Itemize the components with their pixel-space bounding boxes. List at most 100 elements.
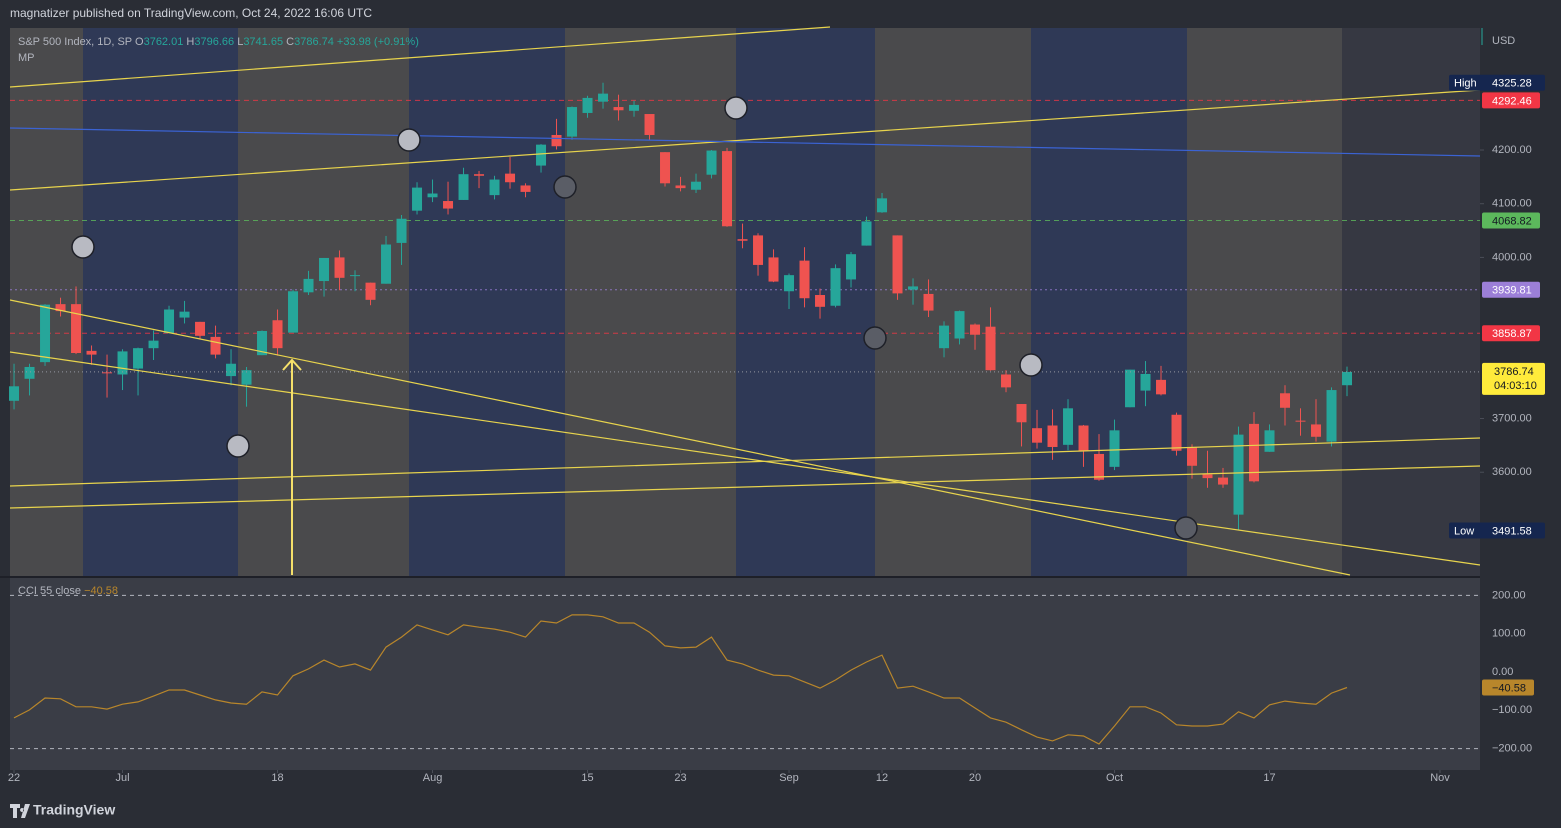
candle-body	[133, 348, 144, 369]
candle-body	[970, 324, 981, 335]
x-tick-label: 12	[876, 772, 888, 784]
ohlc-key: H	[186, 36, 194, 48]
candle-body	[303, 278, 314, 293]
period-band	[1187, 28, 1342, 576]
logo	[10, 804, 30, 818]
indicator-tick-label: −200.00	[1492, 742, 1532, 754]
x-tick-label: Aug	[423, 772, 443, 784]
change: +33.98 (+0.91%)	[337, 36, 419, 48]
indicator-tick-label: 100.00	[1492, 628, 1526, 640]
extreme-label-name: Low	[1454, 525, 1474, 537]
candle-body	[1140, 373, 1151, 391]
marker	[397, 128, 421, 152]
indicator-pane-bg	[10, 578, 1480, 770]
brand: TradingView	[33, 802, 115, 818]
candle-body	[536, 144, 547, 166]
marker	[863, 326, 887, 350]
candle-body	[288, 291, 299, 333]
marker	[553, 175, 577, 199]
trend-line	[9, 89, 1481, 191]
candle-body	[257, 330, 268, 356]
ohlc-value: 3762.01	[144, 36, 184, 48]
price-label: 3858.87	[1492, 328, 1532, 340]
ohlc-key: O	[135, 36, 144, 48]
candle-body	[923, 293, 934, 311]
ohlc-value: 3796.66	[194, 36, 234, 48]
indicator-line	[13, 614, 1348, 745]
candle-body	[117, 351, 128, 375]
candle-body	[458, 174, 469, 200]
indicator-tick-label: 200.00	[1492, 589, 1526, 601]
x-tick-label: 17	[1263, 772, 1275, 784]
x-tick-label: Jul	[115, 772, 129, 784]
candle-body	[737, 239, 748, 241]
extreme-label-value: 4325.28	[1492, 78, 1532, 90]
symbol: S&P 500 Index, 1D, SP	[18, 36, 132, 48]
candle-body	[1326, 390, 1337, 442]
candle-body	[24, 366, 35, 379]
candle-body	[396, 218, 407, 243]
trend-line	[9, 437, 1481, 487]
candle-body	[241, 370, 252, 385]
price-label: 3939.81	[1492, 285, 1532, 297]
extreme-label-bg	[1449, 74, 1545, 91]
ohlc-value: 3741.65	[243, 36, 283, 48]
marker	[71, 235, 95, 259]
candle-body	[753, 235, 764, 265]
footer: TradingView	[10, 802, 115, 818]
candle-body	[892, 235, 903, 294]
price-label-bg	[1482, 281, 1540, 298]
cycle-markers	[71, 96, 1198, 540]
candle-body	[675, 185, 686, 189]
candle-body	[722, 151, 733, 227]
period-band	[409, 28, 565, 576]
countdown: 04:03:10	[1494, 380, 1537, 392]
period-band	[1031, 28, 1187, 576]
y-tick-label: 4000.00	[1492, 251, 1532, 263]
candle-body	[489, 179, 500, 196]
extreme-label-bg	[1449, 522, 1545, 539]
x-tick-label: 18	[271, 772, 283, 784]
price-label-bg	[1482, 212, 1540, 229]
candle-body	[443, 201, 454, 209]
extreme-label-value: 3491.58	[1492, 525, 1532, 537]
candle-body	[1109, 430, 1120, 467]
indicator-source: close	[55, 585, 81, 597]
candle-body	[164, 309, 175, 334]
candle-body	[86, 350, 97, 355]
candle-body	[582, 97, 593, 113]
candle-body	[1233, 434, 1244, 515]
candle-body	[1032, 428, 1043, 443]
candle-body	[71, 304, 82, 354]
y-tick-label: 3700.00	[1492, 412, 1532, 424]
candle-body	[427, 193, 438, 198]
last-price-label: 3786.74	[1494, 366, 1534, 378]
candle-body	[629, 104, 640, 111]
legend: S&P 500 Index, 1D, SP O3762.01 H3796.66 …	[18, 36, 419, 48]
trend-line	[9, 351, 1481, 566]
candle-body	[1171, 414, 1182, 451]
currency: USD	[1492, 35, 1515, 47]
ohlc-key: L	[237, 36, 243, 48]
candle-body	[210, 336, 221, 355]
candle-body	[644, 114, 655, 135]
x-tick-label: 23	[674, 772, 686, 784]
candle-body	[877, 198, 888, 213]
marker	[1019, 353, 1043, 377]
candle-body	[908, 286, 919, 290]
candle-body	[1264, 430, 1275, 452]
candle-body	[1342, 371, 1353, 386]
candle-body	[691, 181, 702, 190]
candle-body	[195, 321, 206, 336]
marker	[724, 96, 748, 120]
ohlc-value: 3786.74	[294, 36, 334, 48]
x-tick-label: 22	[8, 772, 20, 784]
candle-body	[1295, 420, 1306, 422]
candle-body	[598, 93, 609, 102]
last-price-bg	[1482, 362, 1545, 395]
candle-body	[1063, 408, 1074, 445]
candle-body	[505, 173, 516, 183]
candle-body	[1156, 379, 1167, 395]
period-band	[83, 28, 238, 576]
x-tick-label: 15	[581, 772, 593, 784]
